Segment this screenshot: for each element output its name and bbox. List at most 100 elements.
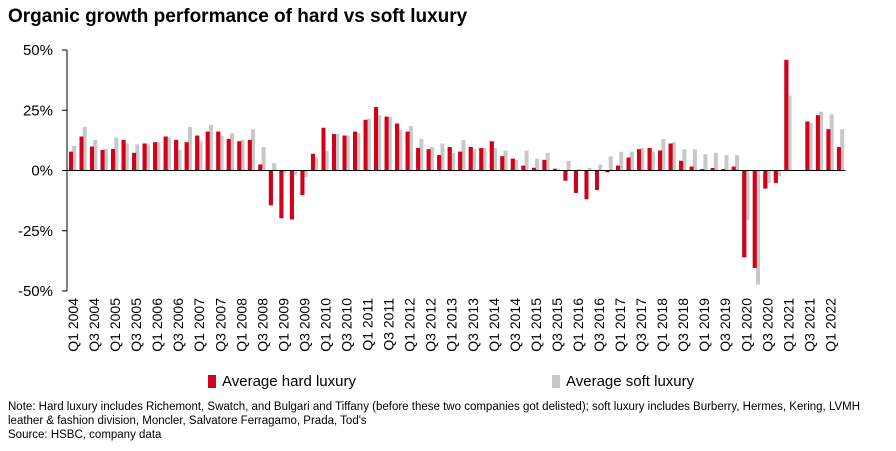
- bar-hard-luxury-front: [637, 149, 642, 171]
- bar-hard-luxury-front: [142, 143, 147, 171]
- bar-soft-luxury: [598, 164, 603, 171]
- x-tick-label: Q1 2012: [402, 298, 418, 352]
- bar-soft-luxury: [166, 137, 171, 171]
- bar-hard-luxury-front: [353, 131, 358, 171]
- bar-hard-luxury-front: [836, 147, 841, 171]
- bar-hard-luxury-front: [153, 142, 158, 171]
- bar-hard-luxury-front: [531, 167, 536, 171]
- bar-hard-luxury-front: [647, 148, 652, 171]
- x-tick-label: Q3 2013: [465, 298, 481, 352]
- bar-soft-luxury: [440, 143, 445, 171]
- bar-hard-luxury-front: [111, 149, 116, 171]
- legend-label-soft: Average soft luxury: [566, 373, 695, 390]
- bar-soft-luxury: [787, 95, 792, 171]
- bar-hard-luxury-front: [689, 166, 694, 171]
- bar-soft-luxury: [514, 159, 519, 171]
- bar-hard-luxury-front: [773, 170, 778, 183]
- bar-soft-luxury: [377, 115, 382, 171]
- bar-hard-luxury-front: [363, 119, 368, 171]
- bar-soft-luxury: [493, 148, 497, 171]
- x-tick-label: Q1 2013: [444, 298, 460, 352]
- bar-soft-luxury: [524, 150, 529, 171]
- source-text: Source: HSBC, company data: [8, 429, 162, 441]
- bar-soft-luxury: [398, 129, 403, 171]
- legend-swatch-hard: [208, 375, 216, 388]
- legend-item-soft: Average soft luxury: [552, 373, 694, 390]
- bar-hard-luxury-front: [205, 131, 210, 171]
- bar-hard-luxury-front: [374, 107, 379, 171]
- bar-soft-luxury: [577, 169, 582, 171]
- x-tick-label: Q3 2011: [381, 298, 397, 351]
- x-tick-label: Q3 2004: [86, 298, 102, 352]
- bar-soft-luxury: [145, 144, 150, 171]
- bar-hard-luxury-front: [826, 129, 831, 171]
- bar-soft-luxury: [829, 114, 834, 171]
- legend-item-hard: Average hard luxury: [208, 373, 356, 390]
- x-tick-label: Q3 2005: [128, 298, 144, 352]
- x-tick-label: Q3 2020: [759, 298, 775, 352]
- bar-hard-luxury-front: [721, 169, 726, 171]
- y-tick-label: -50%: [18, 283, 53, 300]
- bar-soft-luxury: [324, 150, 329, 171]
- x-tick-label: Q1 2014: [486, 298, 502, 352]
- bar-hard-luxury-front: [100, 150, 105, 171]
- bar-soft-luxury: [240, 139, 245, 171]
- x-tick-label: Q1 2008: [233, 298, 249, 352]
- bar-soft-luxury: [124, 143, 129, 171]
- bar-soft-luxury: [345, 135, 350, 171]
- bar-hard-luxury-front: [426, 149, 431, 171]
- bar-hard-luxury-front: [279, 170, 284, 219]
- bar-hard-luxury-front: [342, 135, 347, 171]
- bar-soft-luxury: [187, 126, 192, 171]
- bar-soft-luxury: [671, 142, 676, 171]
- bar-hard-luxury-front: [679, 160, 684, 171]
- x-tick-label: Q1 2017: [612, 298, 628, 352]
- bar-soft-luxury: [640, 148, 645, 171]
- x-tick-label: Q1 2006: [149, 298, 165, 352]
- bar-soft-luxury: [461, 139, 466, 171]
- bar-soft-luxury: [629, 151, 634, 171]
- bar-hard-luxury-front: [595, 170, 599, 191]
- bar-hard-luxury-front: [332, 134, 336, 171]
- bar-hard-luxury-front: [195, 135, 200, 171]
- bar-soft-luxury: [692, 149, 697, 171]
- bar-soft-luxury: [156, 142, 161, 171]
- bar-soft-luxury: [293, 170, 298, 176]
- x-tick-label: Q3 2009: [296, 298, 312, 352]
- y-tick-label: 50%: [23, 42, 53, 59]
- bar-hard-luxury-front: [489, 141, 494, 171]
- bar-soft-luxury: [724, 155, 729, 171]
- bar-hard-luxury-front: [510, 158, 515, 171]
- bar-soft-luxury: [93, 139, 98, 171]
- x-tick-label: Q3 2017: [633, 298, 649, 352]
- bar-soft-luxury: [177, 150, 182, 171]
- bar-soft-luxury: [114, 137, 119, 171]
- chart-title: Organic growth performance of hard vs so…: [8, 6, 468, 27]
- bar-soft-luxury: [103, 149, 108, 171]
- bar-soft-luxury: [777, 170, 782, 177]
- y-tick-label: 0%: [31, 163, 53, 180]
- bar-soft-luxury: [366, 118, 371, 171]
- bar-soft-luxury: [682, 149, 687, 171]
- bar-chart: 50% 25% 0% -25% -50% Q1 2004 Q3 2004 Q1 2005 Q3 …: [18, 42, 846, 352]
- bar-soft-luxury: [387, 116, 392, 171]
- bar-hard-luxury-front: [479, 148, 484, 171]
- bar-soft-luxury: [272, 163, 277, 171]
- bar-hard-luxury-front: [563, 170, 568, 181]
- bar-hard-luxury-front: [132, 152, 137, 171]
- bar-soft-luxury: [808, 122, 813, 171]
- x-tick-label: Q3 2014: [507, 298, 523, 352]
- bar-hard-luxury-front: [237, 141, 242, 171]
- bar-hard-luxury-front: [626, 157, 631, 171]
- bar-hard-luxury-front: [731, 166, 736, 171]
- bar-hard-luxury-front: [247, 139, 252, 171]
- bar-hard-luxury-front: [500, 156, 505, 171]
- x-tick-label: Q1 2015: [528, 298, 544, 352]
- x-tick-label: Q3 2021: [801, 298, 817, 352]
- x-tick-label: Q1 2021: [780, 298, 796, 352]
- bar-hard-luxury-front: [289, 170, 294, 220]
- bar-soft-luxury: [840, 129, 845, 171]
- bar-soft-luxury: [703, 154, 708, 171]
- x-tick-label: Q1 2010: [317, 298, 333, 352]
- x-tick-label: Q1 2004: [65, 298, 81, 352]
